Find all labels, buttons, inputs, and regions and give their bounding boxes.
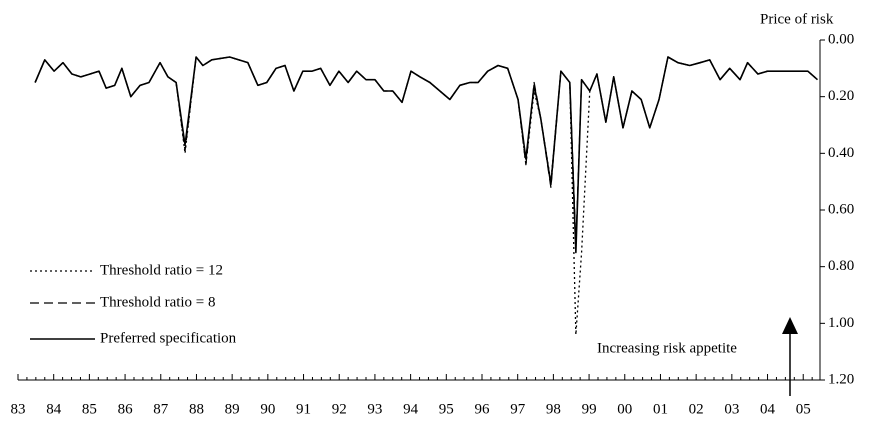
x-tick-label: 90 xyxy=(260,401,275,417)
x-tick-label: 00 xyxy=(617,401,632,417)
x-tick-label: 98 xyxy=(546,401,561,417)
x-tick-label: 83 xyxy=(11,401,26,417)
x-tick-label: 99 xyxy=(582,401,597,417)
y-tick-label: 0.60 xyxy=(828,201,854,217)
x-tick-label: 84 xyxy=(46,401,62,417)
x-tick-label: 85 xyxy=(82,401,97,417)
legend-label: Threshold ratio = 8 xyxy=(100,294,216,310)
series-line xyxy=(34,56,818,336)
x-tick-label: 87 xyxy=(153,401,169,417)
x-tick-label: 04 xyxy=(760,401,776,417)
y-tick-label: 1.00 xyxy=(828,315,854,331)
x-tick-label: 97 xyxy=(510,401,526,417)
y-tick-label: 0.80 xyxy=(828,258,854,274)
y-tick-label: 0.00 xyxy=(828,31,854,47)
legend-label: Preferred specification xyxy=(100,330,237,346)
annotation-arrowhead xyxy=(782,317,798,334)
x-tick-label: 93 xyxy=(367,401,382,417)
y-tick-label: 0.40 xyxy=(828,145,854,161)
x-tick-label: 95 xyxy=(439,401,454,417)
x-tick-label: 94 xyxy=(403,401,419,417)
y-axis-label: Price of risk xyxy=(760,11,834,27)
series-line xyxy=(34,56,818,245)
y-tick-label: 0.20 xyxy=(828,88,854,104)
x-tick-label: 03 xyxy=(724,401,739,417)
x-tick-label: 92 xyxy=(332,401,347,417)
legend-label: Threshold ratio = 12 xyxy=(100,262,223,278)
annotation: Increasing risk appetite xyxy=(597,340,737,356)
x-tick-label: 91 xyxy=(296,401,311,417)
x-tick-label: 89 xyxy=(225,401,240,417)
series-line xyxy=(34,56,819,254)
y-tick-label: 1.20 xyxy=(828,371,854,387)
x-tick-label: 88 xyxy=(189,401,204,417)
x-tick-label: 01 xyxy=(653,401,668,417)
x-tick-label: 05 xyxy=(796,401,811,417)
x-tick-label: 02 xyxy=(689,401,704,417)
x-tick-label: 86 xyxy=(118,401,134,417)
x-tick-label: 96 xyxy=(474,401,490,417)
